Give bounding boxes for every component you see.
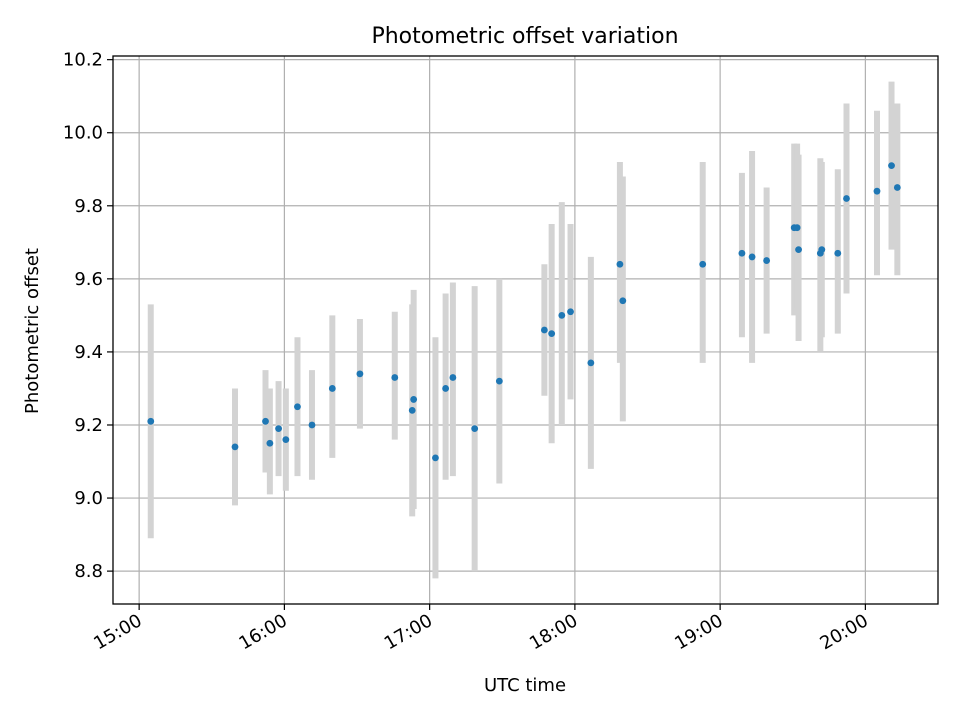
y-tick-label: 8.8 — [74, 561, 103, 582]
y-axis-ticks: 8.8 9.0 9.2 9.4 9.6 9.8 10.0 10.2 — [63, 50, 113, 582]
data-point — [471, 425, 479, 433]
data-point — [738, 249, 746, 257]
y-tick-label: 9.0 — [74, 488, 103, 509]
data-point — [495, 377, 503, 385]
data-point — [763, 257, 771, 264]
data-point — [793, 224, 801, 232]
y-tick-label: 10.2 — [63, 50, 103, 71]
chart-title: Photometric offset variation — [371, 24, 678, 49]
y-axis-label: Photometric offset — [22, 248, 43, 414]
y-tick-label: 10.0 — [63, 123, 103, 144]
data-point — [328, 385, 336, 392]
data-point — [873, 187, 881, 195]
data-point — [540, 326, 548, 334]
data-point — [449, 374, 457, 381]
data-point — [231, 443, 239, 451]
data-point — [266, 439, 274, 447]
data-point — [147, 417, 155, 425]
data-point — [888, 162, 895, 170]
data-point — [619, 297, 627, 305]
data-point — [818, 246, 826, 254]
data-points — [147, 162, 901, 462]
data-point — [548, 330, 556, 338]
data-point — [391, 374, 399, 381]
y-tick-label: 9.2 — [74, 415, 103, 436]
data-point — [893, 184, 901, 191]
data-point — [262, 417, 269, 425]
data-point — [442, 385, 450, 392]
data-point — [408, 406, 416, 414]
data-point — [294, 403, 301, 411]
data-point — [699, 260, 707, 268]
grid — [113, 56, 938, 604]
data-point — [558, 311, 566, 319]
data-point — [432, 454, 439, 462]
data-point — [748, 253, 756, 261]
data-point — [410, 396, 418, 403]
y-tick-label: 9.8 — [74, 196, 103, 217]
data-point — [616, 260, 624, 268]
data-point — [843, 195, 850, 202]
y-tick-label: 9.6 — [74, 269, 103, 290]
data-point — [275, 425, 282, 433]
data-point — [795, 246, 802, 254]
data-point — [587, 359, 595, 367]
data-point — [356, 370, 364, 378]
data-point — [834, 249, 842, 257]
data-point — [567, 308, 574, 316]
x-axis-label: UTC time — [484, 675, 566, 696]
plot-frame — [112, 55, 939, 605]
y-tick-label: 9.4 — [74, 342, 103, 363]
data-point — [282, 436, 290, 443]
data-point — [308, 421, 316, 429]
